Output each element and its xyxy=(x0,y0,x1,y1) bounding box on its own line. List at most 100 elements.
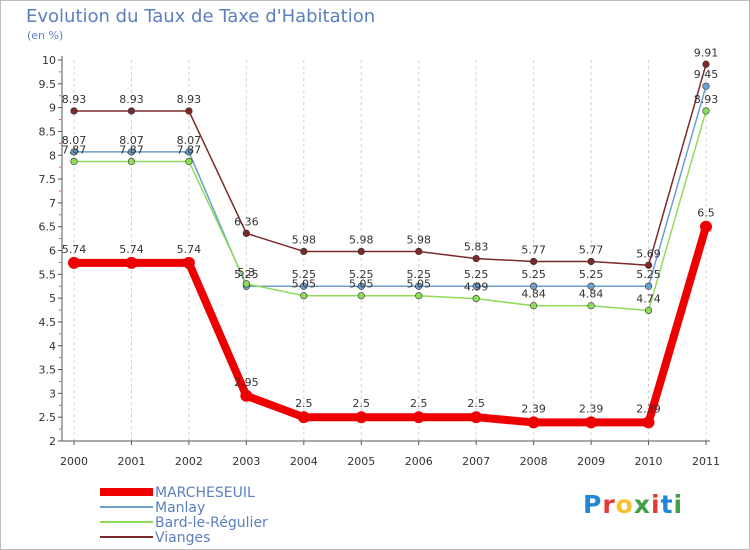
data-label: 5.74 xyxy=(119,243,144,256)
data-label: 5.05 xyxy=(292,278,317,291)
data-point xyxy=(472,282,480,290)
data-point xyxy=(530,282,538,290)
data-point xyxy=(415,282,423,290)
data-label: 4.84 xyxy=(521,288,546,301)
logo-letter: i xyxy=(651,490,661,519)
data-label: 8.07 xyxy=(119,134,144,147)
series-line-Bard-le-Régulier xyxy=(74,110,707,312)
data-label: 5.74 xyxy=(177,243,202,256)
x-tick-label: 2011 xyxy=(692,455,720,468)
data-label: 5.25 xyxy=(234,268,259,281)
y-tick-label: 8.5 xyxy=(39,125,57,138)
x-tick-label: 2009 xyxy=(577,455,605,468)
data-label: 9.91 xyxy=(694,46,719,59)
data-label: 5.69 xyxy=(636,247,661,260)
data-label: 8.07 xyxy=(177,134,202,147)
x-tick-label: 2001 xyxy=(117,455,145,468)
data-point xyxy=(530,302,538,310)
y-tick-label: 5 xyxy=(49,292,56,305)
data-label: 7.87 xyxy=(119,143,144,156)
data-point xyxy=(357,282,365,290)
y-tick-label: 7.5 xyxy=(39,173,57,186)
chart-title: Evolution du Taux de Taxe d'Habitation xyxy=(26,6,376,27)
logo-letter: o xyxy=(615,490,634,519)
data-label: 5.25 xyxy=(349,268,374,281)
x-tick-label: 2003 xyxy=(232,455,260,468)
data-label: 2.39 xyxy=(579,402,604,415)
data-label: 5.98 xyxy=(349,233,374,246)
data-point xyxy=(472,295,480,303)
x-tick-label: 2008 xyxy=(520,455,548,468)
data-label: 2.5 xyxy=(410,397,428,410)
data-point xyxy=(587,257,595,266)
axes: 2 2.5 3 3.5 4 4.5 5 5.5 6 6.5 7 7.5 8 8.5 9 9.5 10 2000 20… xyxy=(39,54,721,468)
data-label: 2.39 xyxy=(521,402,546,415)
y-tick-label: 5.5 xyxy=(39,268,57,281)
data-labels: 8.93 8.93 8.93 6.36 5.98 5.98 5.98 5.83 5.77 5.77… xyxy=(62,46,719,415)
data-point xyxy=(240,389,253,402)
data-point xyxy=(357,292,365,300)
data-label: 2.5 xyxy=(295,397,313,410)
data-point xyxy=(585,416,598,429)
data-point xyxy=(357,247,365,256)
data-label: 5.25 xyxy=(292,268,317,281)
proxiti-logo: Proxiti xyxy=(583,490,683,519)
data-point xyxy=(355,411,368,424)
y-tick-label: 10 xyxy=(42,54,56,67)
data-point xyxy=(127,107,136,115)
y-tick-label: 3.5 xyxy=(39,364,57,377)
data-point xyxy=(242,229,250,237)
y-tick-label: 2.5 xyxy=(39,411,57,424)
y-tick-label: 4.5 xyxy=(39,316,57,329)
y-tick-label: 4 xyxy=(49,340,56,353)
data-label: 9.45 xyxy=(694,68,719,81)
data-point xyxy=(297,411,310,424)
data-point xyxy=(700,220,712,233)
data-point xyxy=(70,157,78,166)
data-point xyxy=(642,416,655,429)
series-line-MARCHESEUIL xyxy=(74,225,710,427)
data-point xyxy=(125,256,138,269)
data-point xyxy=(702,82,710,90)
legend-label-Vianges: Vianges xyxy=(155,530,210,546)
data-label: 4.99 xyxy=(464,281,489,294)
data-point xyxy=(415,247,423,256)
data-label: 5.74 xyxy=(62,243,87,256)
data-label: 8.93 xyxy=(119,93,144,106)
data-point xyxy=(470,411,483,424)
data-label: 5.05 xyxy=(406,278,431,291)
unit-label: (en %) xyxy=(27,29,64,42)
x-tick-label: 2007 xyxy=(462,455,490,468)
data-point xyxy=(300,247,308,256)
y-tick-label: 8 xyxy=(49,149,56,162)
data-label: 7.87 xyxy=(177,143,202,156)
data-point xyxy=(415,292,423,300)
x-tick-label: 2010 xyxy=(635,455,663,468)
data-point xyxy=(242,280,250,288)
x-tick-label: 2006 xyxy=(405,455,433,468)
data-label: 5.25 xyxy=(464,268,489,281)
data-label: 2.5 xyxy=(467,397,485,410)
data-label: 5.83 xyxy=(464,241,489,254)
data-label: 4.84 xyxy=(579,288,604,301)
x-tick-label: 2000 xyxy=(60,455,88,468)
data-point xyxy=(702,107,710,115)
data-label: 2.39 xyxy=(636,402,661,415)
y-tick-label: 6 xyxy=(49,245,56,258)
y-tick-label: 9 xyxy=(49,102,56,115)
data-point xyxy=(182,256,195,269)
data-label: 5.25 xyxy=(521,268,546,281)
data-label: 5.25 xyxy=(636,268,661,281)
data-label: 2.5 xyxy=(353,397,371,410)
data-point xyxy=(644,282,653,290)
data-point xyxy=(587,282,595,290)
logo-letter: x xyxy=(633,490,651,519)
legend-label-Manlay: Manlay xyxy=(155,500,205,516)
data-point xyxy=(644,306,653,315)
y-tick-label: 2 xyxy=(49,435,56,448)
data-point xyxy=(702,60,710,68)
data-point xyxy=(587,302,595,310)
data-point xyxy=(70,107,78,115)
data-label: 4.74 xyxy=(636,293,661,306)
data-label: 7.87 xyxy=(62,143,87,156)
